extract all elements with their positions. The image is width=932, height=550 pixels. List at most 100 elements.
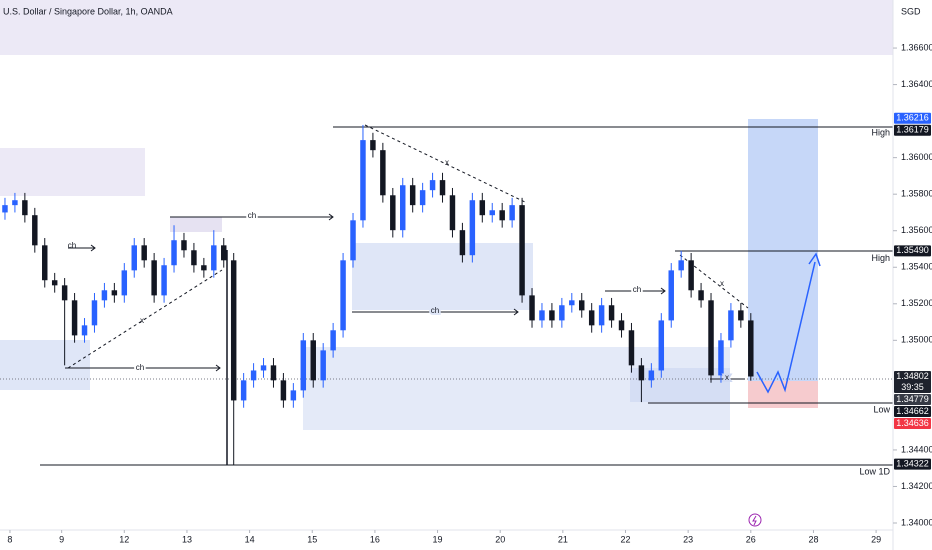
candle-body [141, 245, 147, 261]
x-tick-label: 26 [746, 534, 756, 544]
arrow-head [660, 287, 666, 295]
drawings [0, 124, 893, 466]
candle-body [678, 260, 684, 271]
zones [0, 0, 893, 430]
annotation: x [140, 316, 144, 325]
candle-body [688, 260, 694, 291]
candles [2, 124, 754, 466]
candle-body [469, 200, 476, 256]
candle-body [161, 265, 167, 296]
candle-body [708, 300, 714, 376]
candle-body [151, 260, 157, 296]
candle-body [111, 290, 118, 296]
candle-body [310, 340, 316, 381]
candle-body [300, 340, 307, 391]
event-icon[interactable] [748, 513, 762, 527]
candle-body [270, 365, 277, 381]
candle-body [51, 280, 58, 286]
candle-body [499, 210, 505, 221]
price-tag-label: 1.34779 [896, 394, 929, 404]
zone [0, 148, 145, 196]
candle-body [350, 220, 356, 261]
candle-body [598, 305, 605, 326]
projection-head [808, 252, 821, 267]
countdown: 39:35 [901, 382, 924, 392]
price-tag [894, 245, 931, 257]
chart-title: U.S. Dollar / Singapore Dollar, 1h, OAND… [3, 6, 173, 16]
candle-body [738, 310, 744, 321]
candle-body [459, 230, 466, 256]
candle-body [32, 215, 38, 246]
annotation: ch [136, 363, 144, 372]
candle-body [330, 330, 336, 351]
candle-body [171, 240, 177, 266]
axis-panel [893, 0, 932, 550]
price-tag-label: 1.34662 [896, 406, 929, 416]
y-tick-label: 1.35000 [901, 335, 932, 345]
candle-body [240, 380, 247, 401]
x-tick-label: 23 [683, 534, 693, 544]
candle-body [340, 260, 346, 331]
zone [352, 243, 533, 310]
arrow-head [90, 244, 96, 252]
candle-body [529, 295, 535, 321]
annotation: ch [68, 241, 76, 250]
price-tag [894, 405, 931, 417]
price-tag-label: 1.36179 [896, 125, 929, 135]
y-tick-label: 1.34400 [901, 444, 932, 454]
x-tick-label: 29 [871, 534, 881, 544]
zone [630, 368, 730, 402]
candle-body [449, 195, 456, 231]
candle-body [539, 310, 545, 321]
candle-body [549, 310, 555, 321]
candle-body [390, 195, 396, 231]
candle-body [588, 310, 595, 326]
y-tick-label: 1.35600 [901, 225, 932, 235]
price-tag-label: 1.35490 [896, 245, 929, 255]
x-tick-label: 21 [558, 534, 568, 544]
candle-body [61, 285, 68, 301]
x-tick-label: 12 [119, 534, 129, 544]
candle-body [668, 270, 674, 321]
candle-body [579, 300, 585, 311]
x-tick-label: 15 [307, 534, 317, 544]
zone [0, 340, 90, 390]
price-tag-label: 1.34802 [896, 371, 929, 381]
y-tick-label: 1.34000 [901, 517, 932, 527]
currency: SGD [901, 6, 921, 16]
y-tick-label: 1.35200 [901, 298, 932, 308]
price-tag-label: 1.34322 [896, 459, 929, 469]
annotation-labels: ch ch ch ch ch x x x x [68, 158, 731, 384]
price-tag [894, 393, 931, 405]
annotation: ch [431, 306, 439, 315]
annotation: ch [633, 285, 641, 294]
candle-body [290, 390, 297, 401]
candle-body [628, 330, 635, 366]
candle-body [400, 185, 406, 231]
zone [170, 217, 222, 232]
candle-body [121, 270, 128, 296]
target-zone [748, 119, 818, 381]
candle-body [748, 320, 754, 377]
x-tick-label: 8 [7, 534, 12, 544]
y-tick-label: 1.36400 [901, 79, 932, 89]
arrow-head [215, 364, 221, 372]
price-tag [894, 370, 931, 393]
price-tag [894, 124, 931, 136]
candle-body [280, 380, 287, 401]
candle-body [409, 185, 416, 206]
zone [0, 0, 893, 55]
candle-body [191, 250, 197, 266]
candle-body [618, 320, 625, 331]
candle-body [22, 200, 28, 216]
price-tag [894, 417, 931, 429]
candle-body [221, 245, 227, 261]
candle-body [608, 305, 615, 321]
candle-body [698, 290, 704, 301]
arrow-head [328, 213, 334, 221]
x-tick-label: 14 [245, 534, 255, 544]
x-tick-label: 19 [433, 534, 443, 544]
x-tick-label: 22 [620, 534, 630, 544]
annotation: x [445, 158, 449, 167]
